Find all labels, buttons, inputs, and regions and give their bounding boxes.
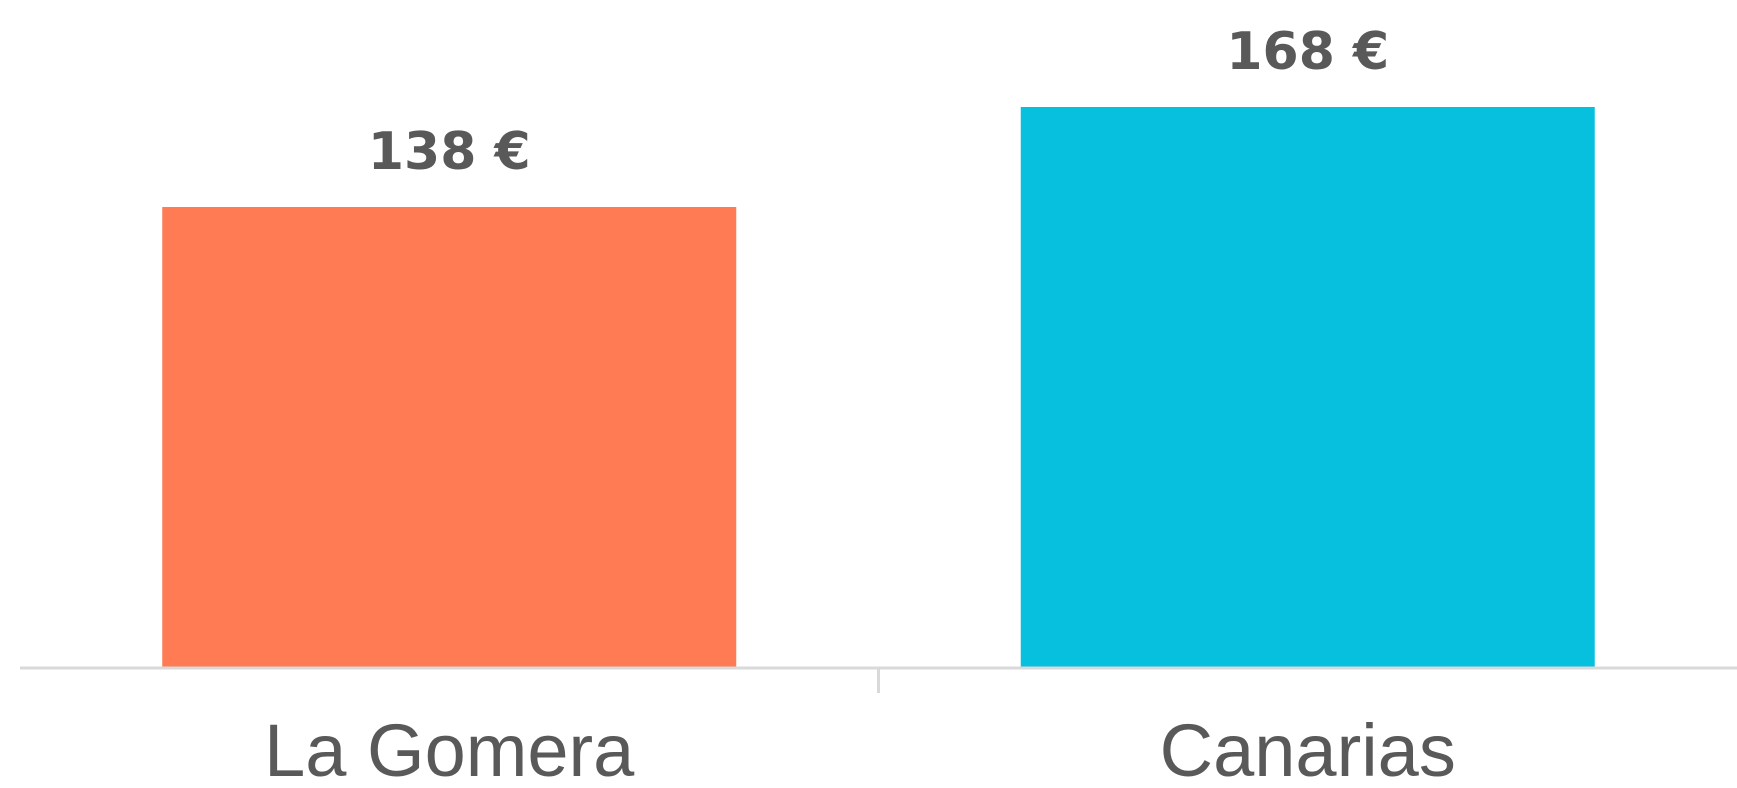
x-axis xyxy=(20,666,1737,693)
category-label-canarias: Canarias xyxy=(1160,709,1456,788)
data-label-la-gomera: 138 € xyxy=(368,122,531,182)
bars-layer xyxy=(162,107,1595,667)
value-labels-layer: 138 € 168 € xyxy=(368,22,1389,182)
category-label-la-gomera: La Gomera xyxy=(264,709,635,788)
bar-la-gomera xyxy=(162,207,737,667)
data-label-canarias: 168 € xyxy=(1226,22,1389,82)
bar-canarias xyxy=(1020,107,1595,667)
category-labels-layer: La Gomera Canarias xyxy=(264,709,1456,788)
